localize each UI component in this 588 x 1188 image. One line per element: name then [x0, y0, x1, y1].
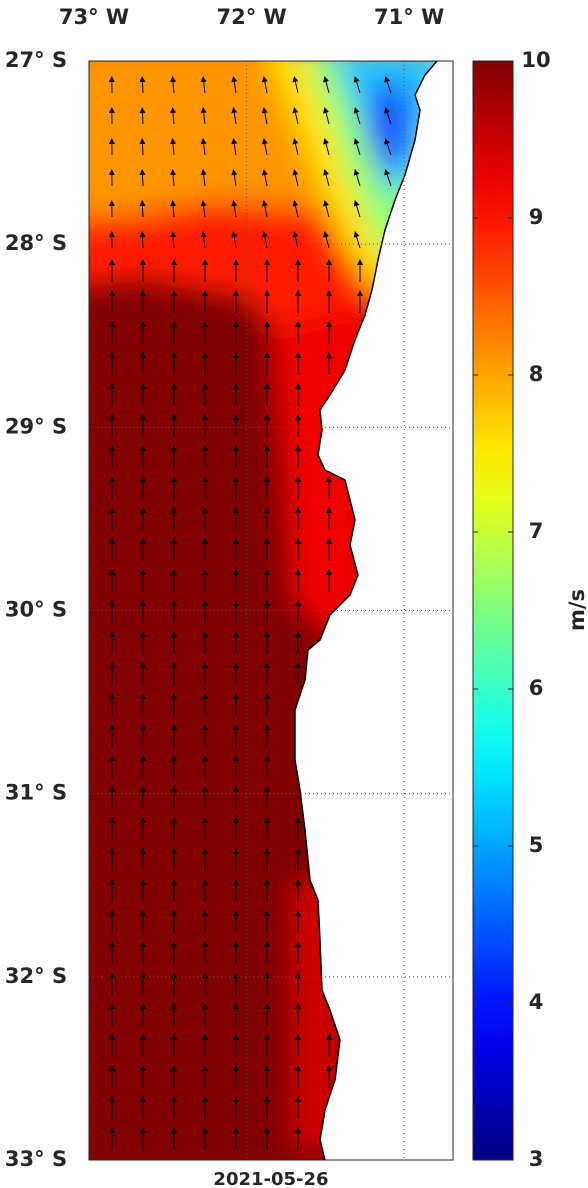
lat-tick-label: 32° S	[5, 964, 67, 988]
wind-arrow	[200, 200, 207, 218]
wind-arrow	[231, 231, 238, 249]
wind-arrow	[292, 138, 299, 156]
wind-arrow	[170, 76, 177, 94]
lat-tick-label: 27° S	[5, 48, 67, 72]
wind-arrow	[200, 107, 207, 125]
wind-arrow	[292, 107, 299, 125]
wind-arrow	[139, 200, 146, 218]
wind-arrow	[170, 169, 177, 187]
lon-tick-label: 73° W	[59, 5, 129, 29]
wind-arrow	[231, 138, 238, 156]
wind-arrow	[231, 107, 238, 125]
wind-arrow	[139, 231, 146, 249]
wind-arrow	[200, 231, 207, 249]
wind-arrow	[323, 231, 330, 249]
wind-arrow	[292, 231, 299, 249]
wind-arrow	[323, 200, 330, 218]
wind-arrow	[353, 231, 361, 249]
wind-arrow	[292, 76, 299, 94]
colorbar-label: m/s	[565, 589, 588, 631]
colorbar-tick-label: 9	[529, 205, 544, 229]
lon-tick-label: 72° W	[216, 5, 286, 29]
map-frame	[88, 60, 454, 1161]
colorbar	[472, 60, 514, 1161]
wind-arrow	[200, 76, 207, 94]
wind-arrow	[170, 107, 177, 125]
wind-arrow	[384, 107, 392, 125]
wind-arrow	[353, 107, 361, 125]
wind-arrow	[231, 200, 238, 218]
wind-arrow	[384, 169, 392, 187]
wind-arrow	[323, 107, 330, 125]
wind-arrow	[139, 107, 146, 125]
wind-arrow	[200, 169, 207, 187]
wind-arrow	[139, 169, 146, 187]
wind-arrow	[170, 231, 177, 249]
colorbar-tick-label: 7	[529, 519, 544, 543]
date-label: 2021-05-26	[213, 1169, 328, 1188]
lat-tick-label: 29° S	[5, 414, 67, 438]
wind-arrow	[170, 138, 177, 156]
colorbar-tick-label: 5	[529, 833, 544, 857]
wind-arrow	[200, 138, 207, 156]
wind-arrow	[139, 138, 146, 156]
wind-arrow	[231, 76, 238, 94]
wind-arrow	[353, 200, 361, 218]
wind-arrow	[384, 138, 392, 156]
wind-arrow	[353, 76, 361, 94]
colorbar-tick-label: 3	[529, 1147, 544, 1171]
wind-arrow	[261, 76, 268, 94]
wind-arrow	[261, 169, 268, 187]
wind-arrow	[323, 138, 330, 156]
wind-arrow	[384, 76, 392, 94]
wind-arrow	[353, 138, 361, 156]
colorbar-tick-label: 6	[529, 676, 544, 700]
wind-arrow	[323, 76, 330, 94]
wind-arrows	[108, 76, 392, 1150]
wind-arrow	[353, 169, 361, 187]
wind-arrow	[261, 200, 268, 218]
wind-arrow	[261, 107, 268, 125]
colorbar-tick-label: 4	[529, 990, 544, 1014]
lat-tick-label: 33° S	[5, 1147, 67, 1171]
wind-arrow	[323, 169, 330, 187]
lat-tick-label: 30° S	[5, 598, 67, 622]
wind-arrow	[261, 138, 268, 156]
lat-tick-label: 28° S	[5, 231, 67, 255]
wind-arrow	[292, 169, 299, 187]
colorbar-tick-label: 8	[529, 362, 544, 386]
lat-tick-label: 31° S	[5, 781, 67, 805]
wind-arrow	[292, 200, 299, 218]
wind-arrow	[139, 76, 146, 94]
lon-tick-label: 71° W	[374, 5, 444, 29]
wind-arrow	[170, 200, 177, 218]
coastline	[294, 60, 438, 1161]
colorbar-tick-label: 10	[521, 48, 550, 72]
wind-arrow	[261, 231, 268, 249]
wind-arrow	[231, 169, 238, 187]
